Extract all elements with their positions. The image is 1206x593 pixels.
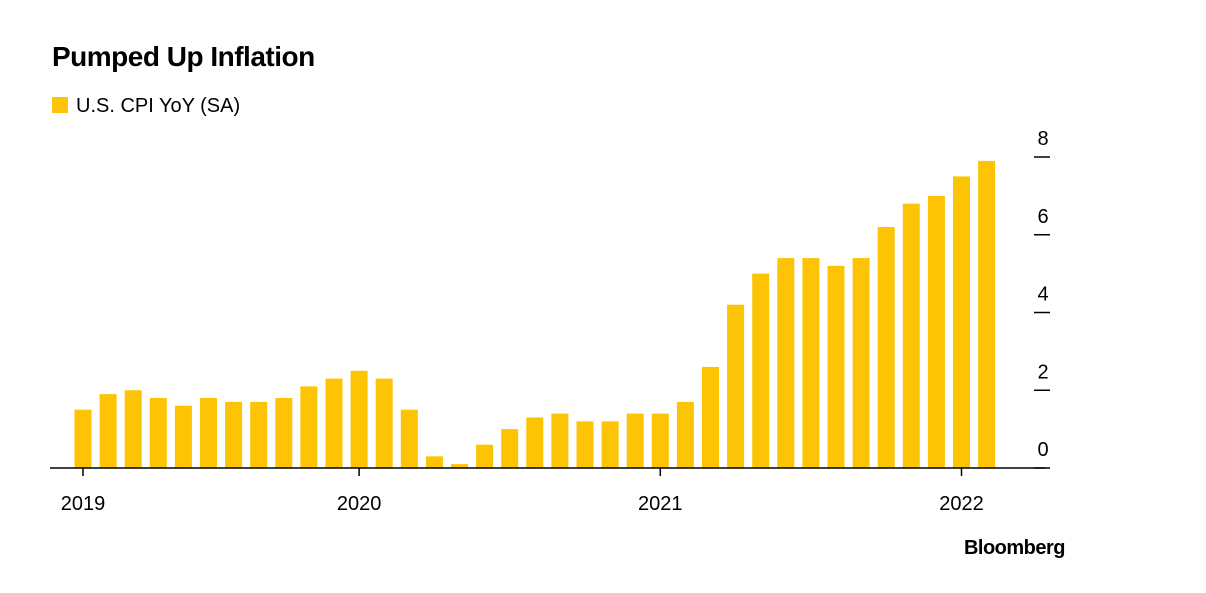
bar [300, 386, 318, 468]
bar [802, 258, 820, 468]
bar [375, 378, 393, 468]
bar [601, 421, 619, 468]
bar [99, 394, 117, 468]
bar [400, 409, 418, 468]
bar [476, 444, 494, 468]
chart-title: Pumped Up Inflation [52, 41, 315, 72]
x-tick-label: 2022 [939, 493, 984, 515]
x-tick-label: 2019 [61, 493, 106, 515]
y-tick-label: 2 [1037, 361, 1048, 383]
bar [651, 413, 669, 468]
y-tick-label: 8 [1037, 128, 1048, 150]
bar [451, 464, 468, 468]
legend-swatch [52, 97, 68, 113]
bar [626, 413, 644, 468]
bar [727, 304, 745, 468]
bar [827, 265, 845, 468]
bar [927, 195, 945, 468]
bar [752, 273, 770, 468]
bar [174, 405, 192, 468]
bar [576, 421, 594, 468]
bar [250, 401, 268, 468]
bar [953, 176, 970, 468]
x-tick-label: 2020 [337, 493, 382, 515]
y-tick-label: 6 [1037, 206, 1048, 228]
bar [425, 456, 443, 468]
bar [877, 226, 895, 468]
bar [501, 429, 519, 468]
bar [350, 370, 368, 468]
bar [702, 366, 719, 468]
bar [225, 401, 243, 468]
bar [978, 160, 996, 468]
bar [74, 409, 92, 468]
bar [149, 398, 167, 468]
x-tick-label: 2021 [638, 493, 683, 515]
bar [124, 390, 142, 468]
bar [551, 413, 569, 468]
bar [676, 401, 694, 468]
bar [200, 398, 217, 468]
bar [275, 398, 293, 468]
bar [852, 258, 870, 468]
y-tick-label: 4 [1037, 284, 1048, 306]
bar [325, 378, 343, 468]
source: Bloomberg [964, 537, 1065, 559]
bar [526, 417, 544, 468]
bar [777, 258, 795, 468]
bar [902, 203, 920, 468]
legend-label: U.S. CPI YoY (SA) [76, 95, 240, 117]
y-tick-label: 0 [1037, 439, 1048, 461]
